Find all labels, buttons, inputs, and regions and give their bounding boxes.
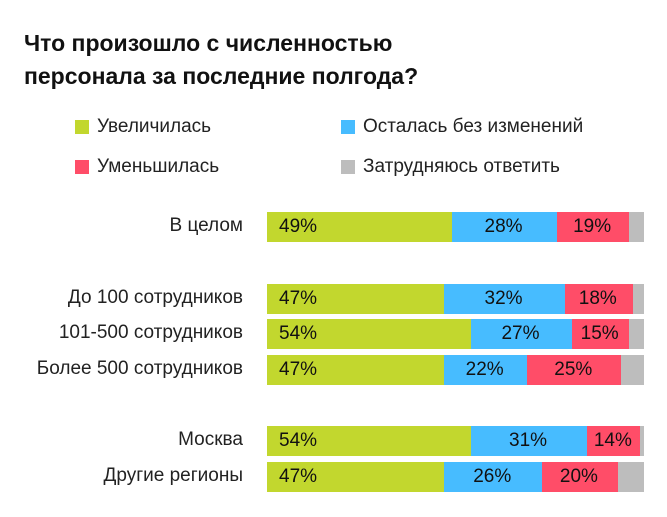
data-label: 14% xyxy=(593,430,632,451)
bar-segment xyxy=(542,462,619,492)
legend-label: Уменьшилась xyxy=(97,156,220,177)
legend-label: Осталась без изменений xyxy=(363,116,584,137)
data-label: 31% xyxy=(509,430,548,451)
category-label: Москва xyxy=(178,429,243,450)
bar-segment xyxy=(557,212,630,242)
bar-segment xyxy=(527,355,622,385)
bar-segment xyxy=(267,319,472,349)
data-label: 27% xyxy=(501,323,540,344)
category-label: До 100 сотрудников xyxy=(67,287,243,308)
bar-segment xyxy=(444,284,566,314)
category-label: Другие регионы xyxy=(103,465,243,486)
bar-segment xyxy=(444,462,543,492)
data-label: 20% xyxy=(559,466,598,487)
bar-segment xyxy=(572,319,630,349)
bar-segment xyxy=(267,462,445,492)
data-label: 22% xyxy=(465,359,504,380)
title-line-1: Что произошло с численностью xyxy=(24,30,393,56)
category-label: В целом xyxy=(169,215,244,236)
legend-swatch xyxy=(341,120,355,134)
bar-segment xyxy=(267,426,472,456)
legend-item-dont-know: Затрудняюсь ответить xyxy=(341,156,560,178)
category-label: 101-500 сотрудников xyxy=(58,322,243,343)
bar-segment xyxy=(470,319,573,349)
bar-segment xyxy=(640,426,645,456)
legend-label: Затрудняюсь ответить xyxy=(363,156,560,177)
legend-item-decreased: Уменьшилась xyxy=(75,156,219,178)
chart-title: Что произошло с численностью персонала з… xyxy=(24,27,418,93)
bar-segment xyxy=(267,212,453,242)
bar-segment xyxy=(267,284,445,314)
data-label: 18% xyxy=(578,288,617,309)
bar-segment xyxy=(628,212,645,242)
bar-segment xyxy=(628,319,645,349)
title-line-2: персонала за последние полгода? xyxy=(24,63,419,89)
legend-swatch xyxy=(75,160,89,174)
bar-segment xyxy=(621,355,645,385)
legend-label: Увеличилась xyxy=(97,116,212,137)
bar-segment xyxy=(587,426,641,456)
bar-segment xyxy=(267,355,445,385)
bar-segment xyxy=(632,284,645,314)
category-label: Более 500 сотрудников xyxy=(36,358,243,379)
data-label: 19% xyxy=(573,216,612,237)
data-label: 26% xyxy=(473,466,512,487)
legend-swatch xyxy=(341,160,355,174)
data-label: 28% xyxy=(484,216,523,237)
bar-segment xyxy=(470,426,588,456)
data-label: 15% xyxy=(580,323,619,344)
legend-item-increased: Увеличилась xyxy=(75,116,211,138)
bar-segment xyxy=(564,284,634,314)
data-label: 49% xyxy=(279,216,318,237)
legend-item-unchanged: Осталась без изменений xyxy=(341,116,583,138)
data-label: 54% xyxy=(279,430,318,451)
data-label: 47% xyxy=(279,359,318,380)
data-label: 47% xyxy=(279,288,318,309)
bar-segment xyxy=(451,212,558,242)
data-label: 47% xyxy=(279,466,318,487)
data-label: 54% xyxy=(279,323,318,344)
data-label: 25% xyxy=(554,359,593,380)
data-label: 32% xyxy=(484,288,523,309)
bar-segment xyxy=(444,355,528,385)
bar-segment xyxy=(617,462,645,492)
legend-swatch xyxy=(75,120,89,134)
